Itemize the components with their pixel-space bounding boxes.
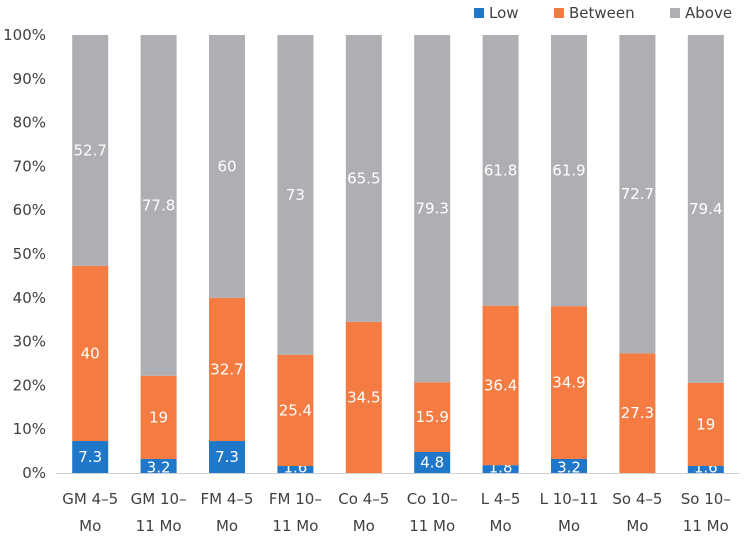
bars: 7.34052.73.21977.87.332.7601.625.47334.5…	[72, 35, 724, 477]
x-category-label: GM 10– 11 Mo	[131, 490, 187, 535]
y-tick-label: 30%	[13, 333, 46, 351]
data-label: 77.8	[142, 196, 175, 214]
bar-segment-above	[140, 35, 177, 376]
legend-label-low: Low	[489, 4, 519, 22]
x-axis: GM 4–5 Mo GM 10– 11 Mo FM 4–5 Mo FM 10– 11 Mo Co…	[56, 473, 740, 535]
x-category-label: L 4–5 Mo	[481, 490, 521, 535]
bar-segment-between	[209, 297, 245, 442]
data-label: 52.7	[73, 141, 106, 159]
bar-segment-low	[482, 465, 519, 473]
legend-swatch-low	[474, 8, 484, 18]
data-label: 19	[696, 415, 715, 433]
legend: Low Between Above	[474, 4, 732, 22]
bar-segment-between	[687, 382, 724, 466]
x-category-label: L 10–11 Mo	[540, 490, 599, 535]
legend-swatch-above	[670, 8, 680, 18]
data-label: 32.7	[210, 360, 243, 378]
bar-segment-above	[687, 35, 724, 383]
bar-segment-above	[482, 35, 519, 306]
data-label: 15.9	[415, 408, 448, 426]
y-tick-label: 10%	[13, 420, 46, 438]
legend-label-between: Between	[569, 4, 635, 22]
y-tick-label: 60%	[13, 201, 46, 219]
bar-segment-above	[619, 35, 656, 354]
bar-segment-low	[687, 465, 724, 473]
bar-segment-low	[72, 441, 109, 473]
bar-segment-above	[209, 35, 245, 298]
data-label: 34.9	[552, 374, 585, 392]
data-label: 40	[81, 344, 100, 362]
x-category-label: Co 10– 11 Mo	[407, 490, 458, 535]
bar-segment-low	[414, 451, 451, 473]
bar-segment-above	[72, 35, 109, 266]
bar-segment-low	[277, 465, 314, 473]
bar-segment-between	[345, 321, 382, 473]
data-label: 34.5	[347, 388, 380, 406]
data-label: 4.8	[420, 453, 444, 471]
data-label: 25.4	[279, 401, 312, 419]
data-label: 36.4	[484, 376, 517, 394]
bar-segment-above	[551, 35, 587, 307]
bar-segment-between	[551, 306, 587, 459]
x-category-label: So 4–5 Mo	[612, 490, 662, 535]
data-label: 61.9	[552, 162, 585, 180]
legend-swatch-between	[554, 8, 564, 18]
data-label: 60	[217, 157, 236, 175]
x-category-label: So 10– 11 Mo	[681, 490, 731, 535]
data-label: 79.4	[689, 200, 722, 218]
bar-segment-above	[345, 35, 382, 322]
data-label: 19	[149, 408, 168, 426]
y-tick-label: 70%	[13, 157, 46, 175]
bar-segment-between	[482, 305, 519, 466]
bar-segment-above	[277, 35, 314, 355]
y-tick-label: 40%	[13, 289, 46, 307]
bar-segment-between	[140, 375, 177, 459]
y-tick-label: 50%	[13, 245, 46, 263]
data-label: 72.7	[621, 185, 654, 203]
bar-segment-above	[414, 35, 451, 383]
data-label: 27.3	[621, 404, 654, 422]
x-category-label: GM 4–5 Mo	[62, 490, 118, 535]
y-tick-label: 90%	[13, 70, 46, 88]
bar-segment-between	[277, 354, 314, 466]
data-label: 7.3	[215, 448, 239, 466]
data-label: 7.3	[78, 448, 102, 466]
y-tick-label: 100%	[3, 26, 46, 44]
y-tick-label: 20%	[13, 376, 46, 394]
data-label: 79.3	[415, 200, 448, 218]
y-tick-label: 80%	[13, 114, 46, 132]
data-label: 65.5	[347, 169, 380, 187]
y-axis: 0% 10% 20% 30% 40% 50% 60% 70% 80% 90% 100%	[3, 26, 46, 482]
bar-segment-low	[209, 441, 245, 473]
data-label: 61.8	[484, 161, 517, 179]
x-category-label: FM 10– 11 Mo	[269, 490, 322, 535]
bar-segment-between	[619, 353, 656, 473]
x-category-label: Co 4–5 Mo	[338, 490, 389, 535]
data-label: 3.2	[557, 459, 581, 477]
legend-label-above: Above	[685, 4, 732, 22]
bar-segment-between	[414, 382, 451, 452]
data-label: 73	[286, 186, 305, 204]
x-category-label: FM 4–5 Mo	[201, 490, 254, 535]
y-tick-label: 0%	[22, 464, 46, 482]
bar-segment-between	[72, 265, 109, 442]
bar-segment-low	[140, 458, 177, 473]
bar-segment-low	[551, 458, 587, 473]
data-label: 3.2	[147, 459, 171, 477]
